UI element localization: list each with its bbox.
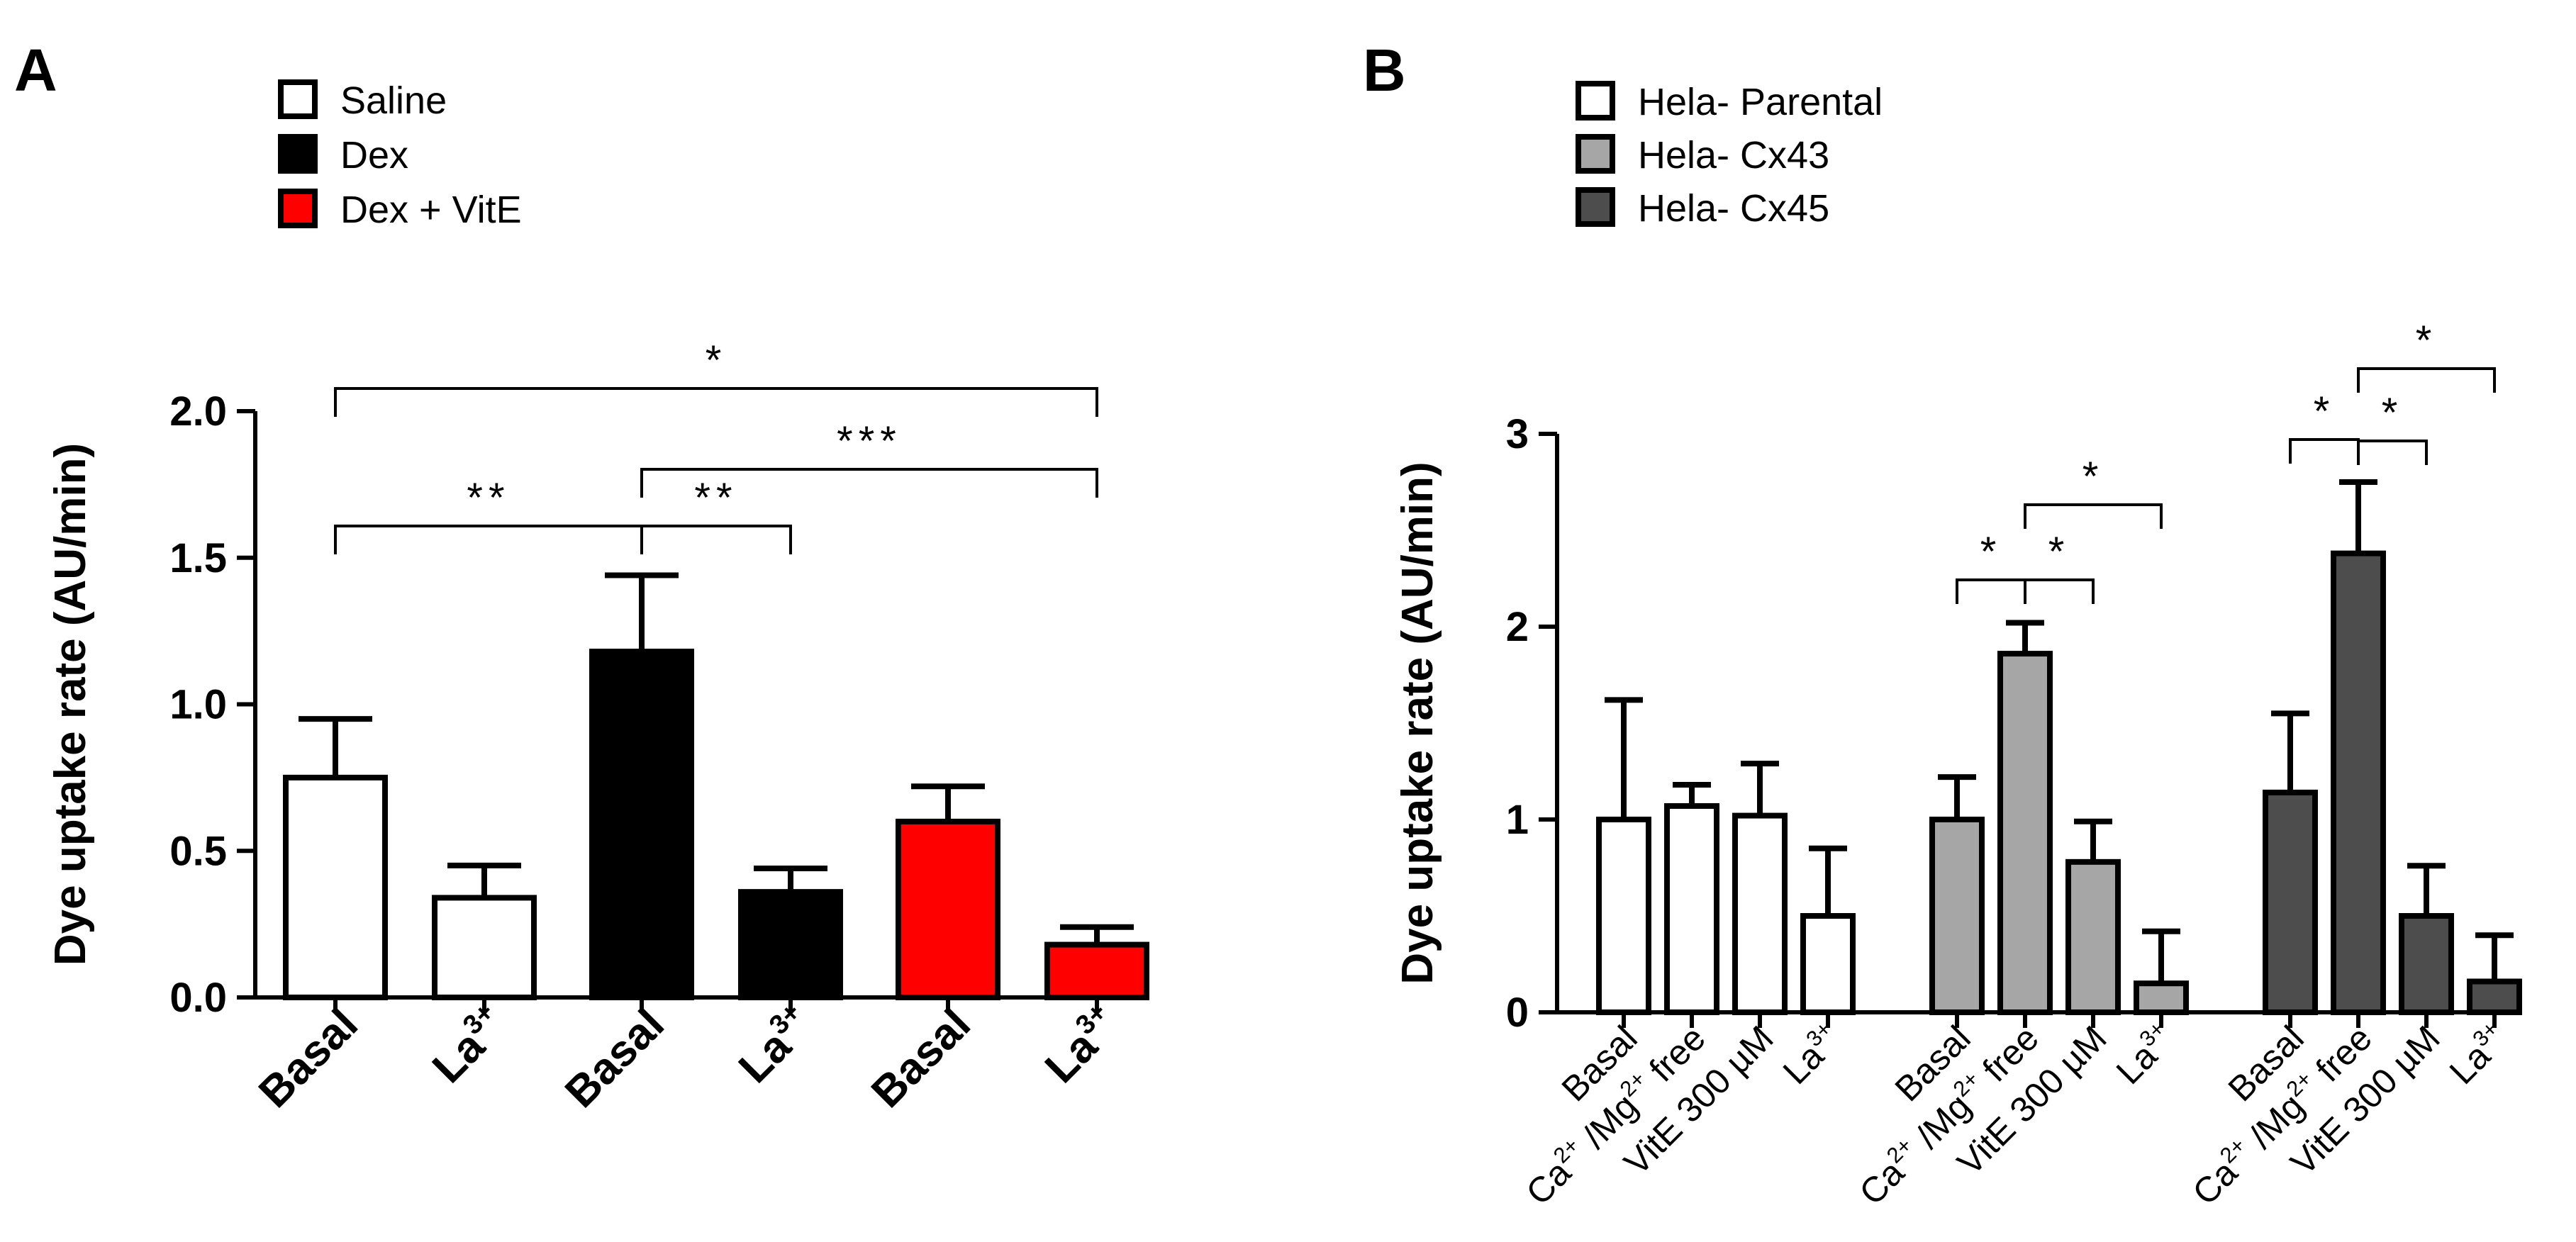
y-tick-label: 1.5 bbox=[169, 535, 227, 581]
legend: Saline Dex Dex + VitE bbox=[278, 79, 522, 231]
bracket-line bbox=[2024, 578, 2095, 604]
significance-label: * bbox=[1980, 529, 2002, 575]
legend-swatch bbox=[278, 134, 318, 174]
significance-label: *** bbox=[837, 418, 902, 464]
legend-swatch bbox=[1576, 134, 1615, 174]
significance-bracket: * bbox=[2024, 454, 2163, 529]
bracket-line bbox=[334, 387, 1098, 417]
bar bbox=[1929, 817, 1985, 1015]
bar bbox=[2065, 858, 2121, 1015]
bar bbox=[283, 774, 388, 1000]
significance-label: * bbox=[706, 337, 727, 384]
significance-label: * bbox=[2382, 390, 2404, 436]
legend-label: Hela- Cx43 bbox=[1638, 134, 1829, 177]
legend-label: Hela- Cx45 bbox=[1638, 187, 1829, 230]
significance-label: ** bbox=[694, 475, 737, 521]
bracket-line bbox=[640, 468, 1098, 498]
panel-letter: B bbox=[1363, 37, 1406, 103]
bar bbox=[1044, 941, 1149, 1000]
bar bbox=[589, 649, 694, 1000]
significance-bracket: * bbox=[2357, 390, 2428, 465]
bar bbox=[2399, 913, 2454, 1015]
panel-b: B Hela- Parental Hela- Cx43 Hela- Cx45 Dye u… bbox=[1363, 37, 2522, 1213]
significance-bracket: * bbox=[2357, 318, 2496, 393]
significance-label: * bbox=[2082, 454, 2104, 500]
bar bbox=[1596, 817, 1651, 1015]
x-tick-label: Ca2+ /Mg2+ free bbox=[1850, 1016, 2046, 1212]
y-tick-label: 0 bbox=[1506, 990, 1529, 1036]
y-tick-label: 2.0 bbox=[169, 388, 227, 435]
bar bbox=[1732, 812, 1788, 1016]
bracket-line bbox=[2024, 503, 2163, 529]
bar bbox=[2263, 789, 2318, 1016]
legend-label: Dex + VitE bbox=[340, 189, 522, 231]
significance-bracket: * bbox=[334, 337, 1098, 417]
y-axis-label: Dye uptake rate (AU/min) bbox=[1393, 461, 1442, 984]
significance-label: * bbox=[2314, 388, 2336, 435]
significance-bracket: *** bbox=[640, 418, 1098, 498]
y-tick-label: 0.0 bbox=[169, 975, 227, 1021]
significance-label: * bbox=[2416, 318, 2438, 364]
y-tick-label: 1 bbox=[1506, 797, 1529, 843]
y-axis-label: Dye uptake rate (AU/min) bbox=[46, 443, 95, 966]
bracket-line bbox=[2357, 367, 2496, 393]
significance-label: * bbox=[2048, 529, 2070, 575]
panel-letter: A bbox=[14, 37, 57, 103]
legend-label: Dex bbox=[340, 134, 408, 177]
bar bbox=[2331, 550, 2386, 1015]
legend: Hela- Parental Hela- Cx43 Hela- Cx45 bbox=[1576, 81, 1883, 230]
legend-swatch bbox=[278, 79, 318, 119]
significance-bracket: * bbox=[2024, 529, 2095, 604]
legend-swatch bbox=[278, 189, 318, 228]
significance-label: ** bbox=[467, 475, 510, 521]
y-tick-label: 1.0 bbox=[169, 682, 227, 728]
y-tick-label: 2 bbox=[1506, 604, 1529, 650]
y-tick-label: 0.5 bbox=[169, 828, 227, 874]
bar bbox=[1664, 802, 1719, 1015]
bracket-line bbox=[640, 525, 792, 554]
bar bbox=[432, 895, 537, 1001]
legend-swatch bbox=[1576, 81, 1615, 121]
significance-bracket: ** bbox=[640, 475, 792, 554]
bar bbox=[896, 818, 1000, 1001]
legend-swatch bbox=[1576, 187, 1615, 227]
bar bbox=[1997, 651, 2053, 1016]
bracket-line bbox=[2357, 440, 2428, 465]
bar bbox=[2134, 980, 2189, 1015]
bar bbox=[2467, 978, 2522, 1015]
y-tick-label: 3 bbox=[1506, 411, 1529, 457]
bar bbox=[738, 889, 843, 1001]
legend-label: Saline bbox=[340, 79, 447, 122]
bar bbox=[1800, 913, 1856, 1015]
legend-label: Hela- Parental bbox=[1638, 81, 1883, 123]
